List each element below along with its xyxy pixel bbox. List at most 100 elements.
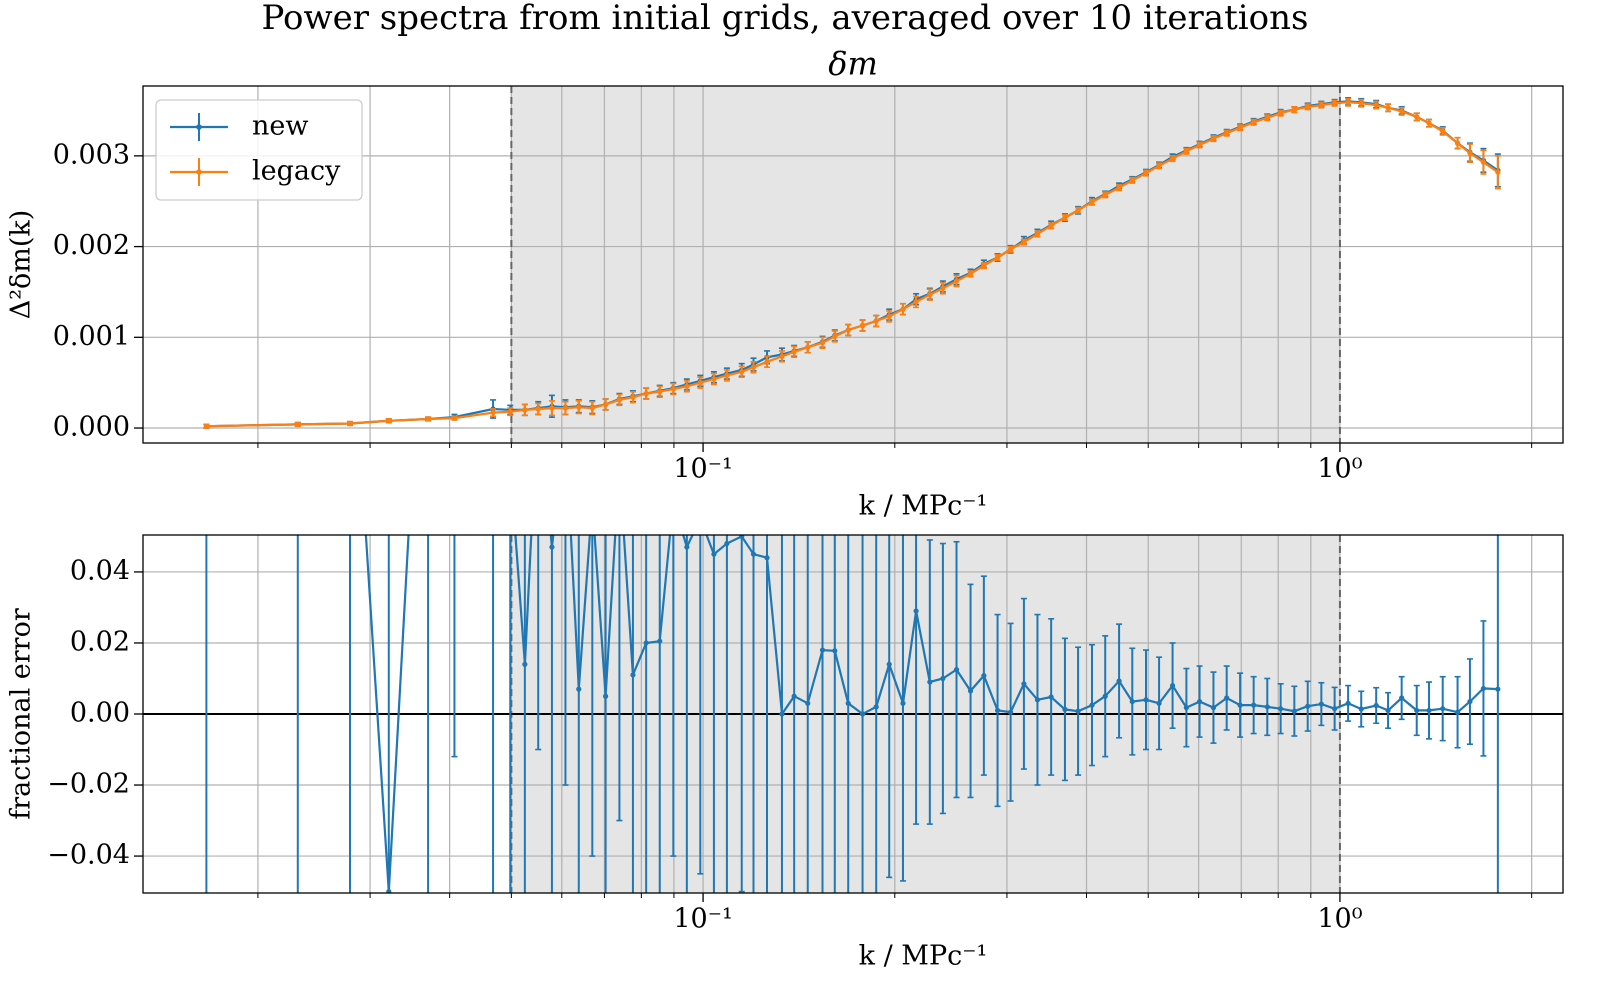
data-point [1414, 114, 1420, 120]
data-point [750, 364, 757, 370]
data-point [1440, 706, 1446, 712]
data-point [845, 327, 851, 333]
data-point [927, 292, 933, 298]
data-point [1021, 239, 1027, 245]
data-point [1358, 100, 1364, 106]
data-point [1332, 706, 1338, 712]
data-point [1318, 102, 1324, 108]
data-point [805, 700, 811, 706]
data-point [791, 693, 797, 699]
legend-label: new [252, 111, 308, 142]
data-point [630, 672, 636, 678]
data-point [684, 383, 690, 389]
data-point [1440, 128, 1446, 134]
data-point [913, 299, 919, 305]
data-point [451, 415, 458, 421]
data-point [1075, 207, 1081, 213]
data-point [1048, 223, 1054, 229]
data-point [1196, 142, 1203, 148]
data-point [1358, 706, 1364, 712]
data-point [425, 416, 431, 422]
data-point [1264, 115, 1270, 121]
data-point [203, 423, 209, 429]
data-point [711, 376, 717, 382]
data-point [1480, 159, 1487, 165]
data-point [549, 405, 555, 411]
data-point [1385, 105, 1391, 111]
data-point [819, 340, 826, 346]
legend-swatch [196, 169, 202, 175]
x-axis-label: k / MPc⁻¹ [859, 941, 988, 972]
data-point [940, 285, 946, 291]
legend-box [155, 99, 363, 201]
data-point [1156, 700, 1162, 706]
legend-swatch [196, 124, 202, 130]
data-point [1048, 694, 1054, 700]
data-point [1345, 700, 1351, 706]
data-point [295, 421, 301, 428]
data-point [1034, 697, 1041, 703]
y-tick-label: −0.04 [47, 840, 130, 871]
data-point [724, 540, 730, 547]
data-point [779, 711, 785, 717]
data-point [643, 640, 649, 646]
data-point [832, 648, 838, 654]
data-point [1129, 177, 1135, 183]
data-point [643, 390, 649, 397]
data-point [522, 661, 528, 667]
data-point [576, 686, 582, 692]
data-point [953, 278, 960, 284]
data-point [750, 551, 757, 557]
data-point [603, 401, 609, 408]
data-point [386, 418, 392, 424]
data-point [1305, 703, 1311, 709]
data-point [927, 679, 933, 685]
data-point [1237, 125, 1243, 131]
data-point [994, 707, 1001, 714]
data-point [576, 404, 582, 410]
data-point [1021, 681, 1027, 687]
subplot: 10⁻¹ 10⁰ 0.000 0.001 0.002 0.003 k / MPc⁻¹ Δ²δm… [6, 45, 1564, 522]
data-point [994, 254, 1001, 261]
data-point [670, 386, 676, 392]
data-point [1480, 685, 1487, 692]
data-point [697, 380, 703, 386]
data-point [1089, 199, 1095, 205]
data-point [764, 359, 770, 365]
data-point [791, 349, 797, 355]
data-point [1454, 709, 1461, 715]
axes-frame [142, 85, 1564, 444]
data-point [981, 263, 987, 269]
data-point [886, 313, 892, 320]
data-point [549, 544, 555, 550]
data-point [1129, 698, 1135, 705]
data-point [967, 688, 974, 694]
series [203, 97, 1501, 429]
data-point [940, 675, 946, 682]
legend: new legacy [155, 99, 363, 201]
data-point [1196, 698, 1203, 705]
data-point [490, 410, 496, 416]
data-point [1089, 702, 1095, 708]
data-point [1495, 169, 1501, 175]
data-point [1034, 231, 1041, 237]
data-point [1102, 693, 1108, 699]
data-point [1210, 136, 1217, 142]
subplot: 10⁻¹ 10⁰ −0.04 −0.02 0.00 0.02 0.04 k / MPc⁻¹ fr… [6, 534, 1564, 972]
data-point [1278, 110, 1284, 116]
y-tick-label: 0.02 [70, 626, 130, 657]
data-point [1318, 701, 1324, 707]
data-point [1251, 702, 1257, 708]
series [205, 535, 1501, 893]
data-point [873, 318, 879, 324]
data-point [684, 544, 690, 550]
data-point [1305, 104, 1311, 110]
data-point [1414, 707, 1420, 714]
data-point [1102, 192, 1108, 198]
data-point [1008, 246, 1014, 252]
y-axis-label: fractional error [6, 608, 37, 820]
data-point [1426, 120, 1432, 126]
data-point [764, 555, 770, 561]
x-tick-label: 10⁰ [1317, 904, 1362, 935]
